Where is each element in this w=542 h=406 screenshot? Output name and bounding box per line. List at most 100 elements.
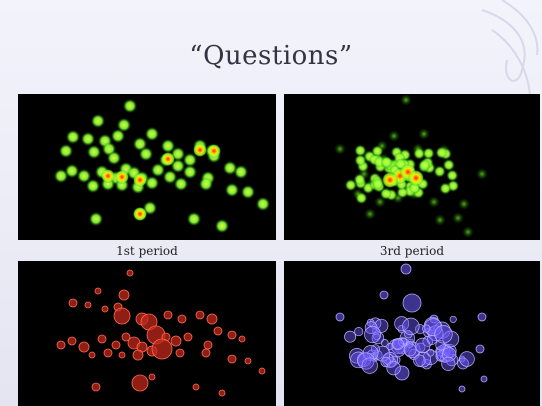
heat-blob — [145, 127, 159, 141]
bubble — [422, 324, 431, 333]
bubble — [459, 351, 475, 367]
bubble — [458, 385, 466, 393]
bubble — [421, 359, 432, 370]
bubble — [400, 337, 408, 345]
bubble — [203, 340, 213, 350]
heat-blob — [462, 226, 474, 238]
bubble — [170, 335, 182, 347]
bubble — [192, 383, 200, 391]
bubble — [118, 351, 126, 359]
bubble — [151, 338, 173, 360]
bubble — [177, 314, 187, 324]
heat-blob — [86, 179, 100, 193]
bubble — [103, 348, 113, 358]
heat-hotspot — [101, 169, 115, 183]
bubble — [206, 313, 218, 325]
heat-blob — [241, 185, 255, 199]
bubble — [402, 293, 422, 313]
heat-blob — [334, 143, 346, 155]
heat-blob — [434, 214, 446, 226]
bubble — [163, 310, 173, 320]
heat-hotspot — [161, 152, 175, 166]
bubble — [131, 374, 149, 392]
bubble — [84, 301, 92, 309]
bubble — [68, 298, 78, 308]
heat-blob — [413, 147, 426, 160]
heat-blob — [199, 177, 213, 191]
bubble — [344, 330, 357, 343]
heat-blob — [452, 212, 464, 224]
heat-blob — [87, 145, 101, 159]
heat-blob — [139, 147, 153, 161]
heat-blob — [435, 146, 448, 159]
caption-3rd-period: 3rd period — [379, 244, 445, 258]
heat-blob — [183, 165, 197, 179]
bubble — [126, 269, 134, 277]
heat-blob — [446, 169, 459, 182]
heat-blob — [353, 173, 366, 186]
heat-blob — [117, 118, 131, 132]
heat-blob — [400, 94, 412, 106]
heat-blob — [371, 178, 384, 190]
bubble — [415, 342, 426, 353]
bubble — [413, 354, 426, 367]
heat-blob — [171, 159, 185, 173]
bubble — [56, 340, 66, 350]
heat-hotspot — [193, 143, 207, 157]
heat-blob — [354, 154, 367, 167]
heat-blob — [433, 165, 446, 178]
slide-title: “Questions” — [189, 41, 353, 71]
heat-blob — [374, 196, 386, 208]
bubble — [132, 349, 144, 361]
bubble — [238, 335, 246, 343]
heat-blob — [174, 177, 188, 191]
bubble — [111, 340, 121, 350]
heat-blob — [89, 212, 103, 226]
heat-blob — [354, 144, 367, 157]
bubble — [227, 330, 237, 340]
heat-blob — [344, 179, 357, 192]
heat-blob — [442, 159, 455, 171]
bubble — [361, 357, 378, 374]
bubble — [148, 373, 156, 381]
bubble — [386, 360, 401, 376]
heat-blob — [223, 161, 237, 175]
bubble — [91, 382, 101, 392]
heat-blob — [65, 164, 79, 178]
bubble — [97, 334, 107, 344]
bubble — [213, 326, 223, 336]
bubble — [175, 348, 185, 358]
bubble — [78, 341, 90, 353]
bubble — [227, 354, 237, 364]
bubble — [244, 357, 252, 365]
heat-blob — [388, 130, 400, 142]
heatmap-3rd-period — [284, 94, 540, 240]
heat-hotspot — [408, 170, 424, 186]
bubble — [475, 344, 485, 354]
bubble — [121, 332, 131, 342]
bubble — [354, 327, 364, 337]
bubble — [477, 312, 487, 322]
heat-blob — [59, 144, 73, 158]
bubble-plot-3rd-period — [284, 261, 540, 406]
bubble — [458, 355, 466, 363]
bubble — [402, 317, 420, 336]
bubble — [67, 336, 77, 346]
bubble — [403, 343, 417, 357]
heat-hotspot — [115, 170, 129, 184]
heat-blob — [107, 151, 121, 165]
heat-blob — [215, 219, 229, 233]
bubble — [118, 289, 130, 301]
bubble — [101, 305, 109, 313]
heat-blob — [54, 169, 68, 183]
bubble — [373, 333, 380, 341]
bubble — [374, 318, 389, 333]
bubble — [201, 348, 211, 358]
bubble — [449, 315, 457, 323]
heat-hotspot — [382, 172, 398, 188]
bubble-plot-1st-period — [18, 261, 276, 406]
bubble — [414, 337, 431, 354]
heat-blob — [476, 168, 488, 180]
bubble — [88, 351, 96, 359]
bubble — [480, 375, 488, 383]
